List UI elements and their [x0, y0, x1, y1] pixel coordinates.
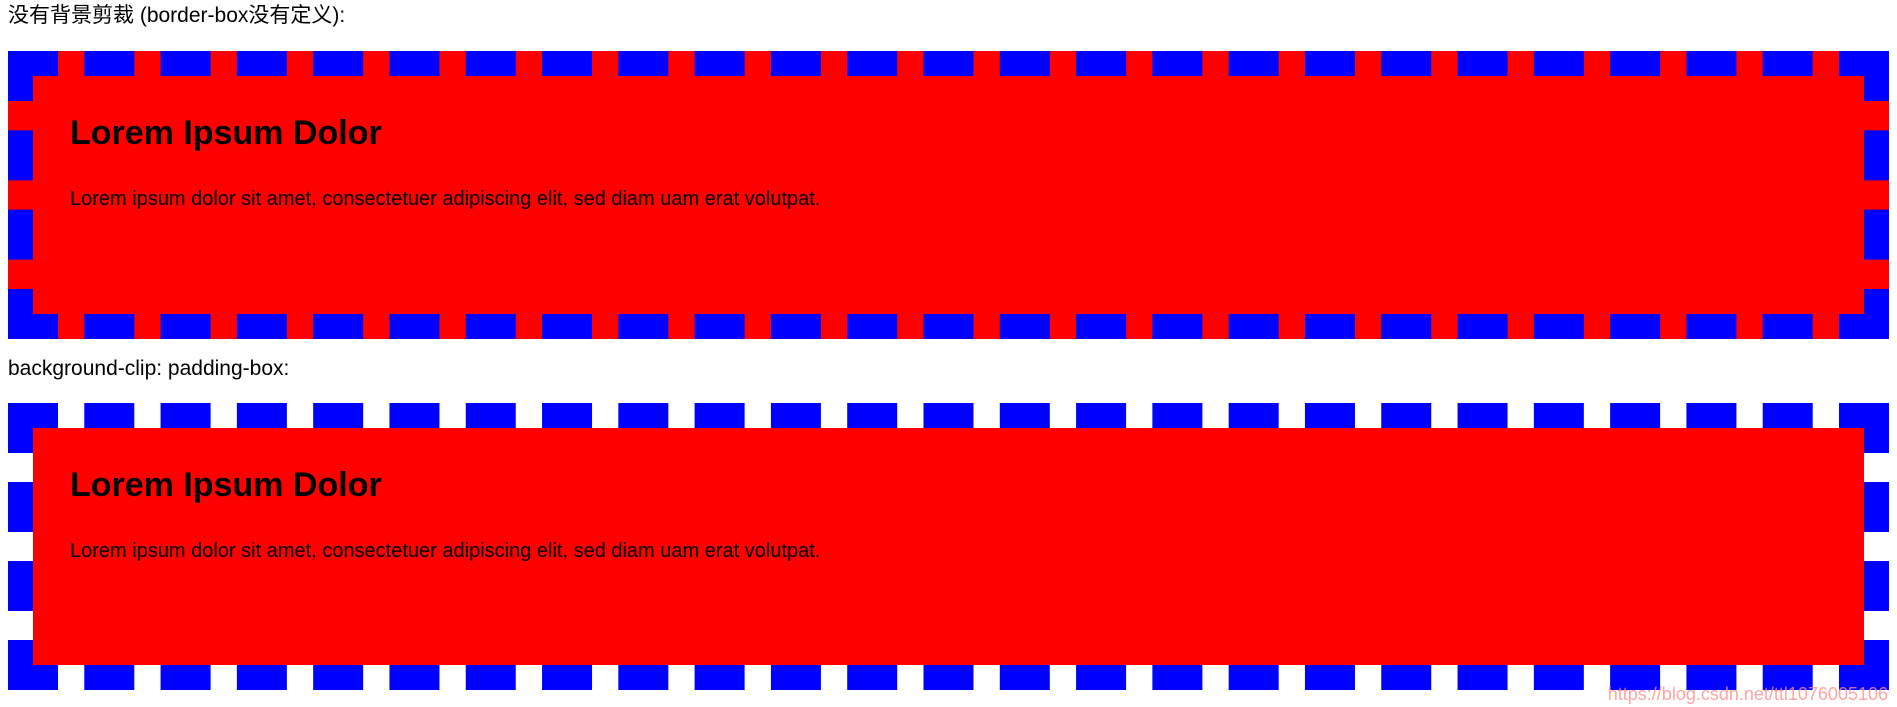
demo-paragraph: Lorem ipsum dolor sit amet, consectetuer… — [70, 540, 821, 562]
demo-heading: Lorem Ipsum Dolor — [70, 466, 382, 504]
demo-paragraph: Lorem ipsum dolor sit amet, consectetuer… — [70, 188, 821, 210]
csdn-watermark: https://blog.csdn.net/ttl1076005106 — [1607, 684, 1888, 704]
demo-box-border-box: Lorem Ipsum Dolor Lorem ipsum dolor sit … — [8, 51, 1889, 339]
demo-heading: Lorem Ipsum Dolor — [70, 114, 382, 152]
label-no-clip: 没有背景剪裁 (border-box没有定义): — [8, 4, 346, 27]
demo-box-padding-box: Lorem Ipsum Dolor Lorem ipsum dolor sit … — [8, 403, 1889, 690]
label-padding-clip: background-clip: padding-box: — [8, 357, 290, 380]
